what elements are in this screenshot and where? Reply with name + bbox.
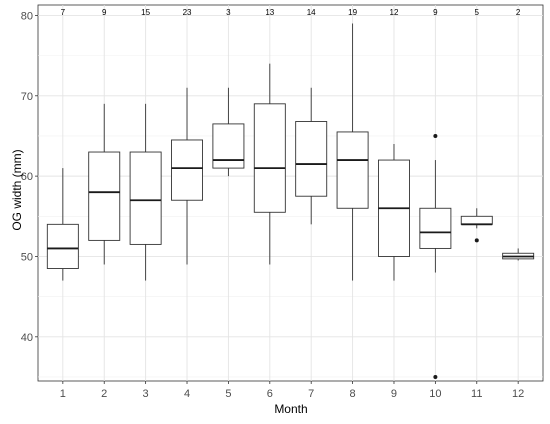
y-tick-label: 40	[21, 332, 33, 344]
y-axis-title: OG width (mm)	[10, 149, 24, 230]
box-month-7	[295, 87, 328, 225]
count-label: 13	[265, 8, 274, 17]
count-label: 19	[348, 8, 357, 17]
outlier-point	[474, 238, 479, 243]
count-label: 23	[183, 8, 192, 17]
x-tick-label: 7	[308, 388, 314, 400]
box-iqr	[336, 131, 369, 209]
box-iqr	[88, 151, 121, 241]
box-iqr	[460, 215, 493, 225]
x-tick-label: 8	[350, 388, 356, 400]
count-label: 9	[102, 8, 107, 17]
count-label: 7	[61, 8, 66, 17]
x-tick-label: 4	[184, 388, 190, 400]
count-label: 15	[141, 8, 150, 17]
x-tick-label: 6	[267, 388, 273, 400]
box-series	[46, 23, 535, 379]
axis-labels: 40 50 60 70 80 1 7 2 9 3 15 4 23 5 3 6 13 7 14 8 19 9 12 10 9 11 5…	[21, 8, 525, 400]
count-label: 14	[307, 8, 316, 17]
y-tick-label: 50	[21, 251, 33, 263]
box-iqr	[295, 121, 328, 197]
count-label: 2	[516, 8, 521, 17]
x-tick-label: 5	[225, 388, 231, 400]
box-iqr	[212, 123, 245, 169]
count-label: 5	[475, 8, 480, 17]
box-month-3	[129, 103, 162, 281]
box-iqr	[129, 151, 162, 245]
box-month-10	[419, 133, 452, 379]
count-label: 3	[226, 8, 231, 17]
outlier-point	[433, 133, 438, 138]
x-axis-title: Month	[274, 402, 307, 416]
box-month-8	[336, 23, 369, 281]
box-month-12	[502, 248, 535, 261]
box-iqr	[419, 207, 452, 249]
x-tick-label: 3	[143, 388, 149, 400]
count-label: 9	[433, 8, 438, 17]
box-iqr	[46, 223, 79, 269]
x-tick-label: 11	[471, 388, 482, 400]
panel-border	[37, 4, 544, 382]
x-tick-label: 12	[512, 388, 524, 400]
y-tick-label: 70	[21, 91, 33, 103]
x-tick-label: 1	[60, 388, 66, 400]
x-tick-label: 10	[429, 388, 441, 400]
box-iqr	[253, 103, 286, 213]
y-tick-label: 80	[21, 10, 33, 22]
x-tick-label: 9	[391, 388, 397, 400]
y-tick-label: 60	[21, 171, 33, 183]
box-iqr	[171, 139, 203, 201]
box-month-11	[460, 208, 493, 243]
box-month-1	[46, 168, 79, 281]
box-month-5	[212, 87, 245, 177]
box-month-9	[378, 143, 410, 281]
x-tick-label: 2	[101, 388, 107, 400]
box-month-6	[253, 63, 286, 265]
outlier-point	[433, 374, 438, 379]
count-label: 12	[390, 8, 399, 17]
box-month-4	[171, 87, 203, 265]
box-month-2	[88, 103, 121, 265]
